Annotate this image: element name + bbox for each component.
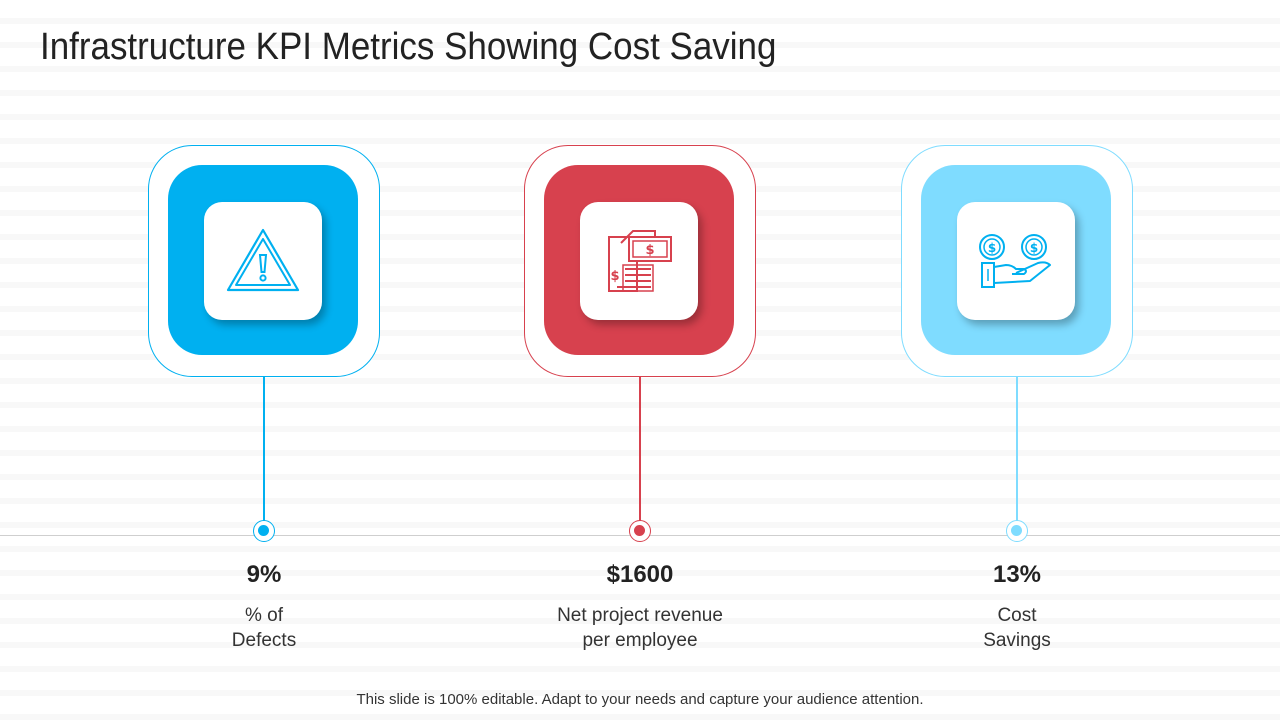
svg-text:$: $ [988,241,996,255]
svg-text:$: $ [645,243,654,258]
kpi-icon-tile: $ $ [580,202,698,320]
kpi-value: 13% [992,561,1042,588]
hand-coins-icon: $ $ [976,231,1056,291]
kpi-label: Net project revenue per employee [557,605,723,651]
connector-line [639,377,641,522]
kpi-card-revenue: $ $ $1600 Net project revenue per employ… [524,145,756,665]
footer-note: This slide is 100% editable. Adapt to yo… [356,691,924,708]
timeline-dot [1006,520,1028,542]
kpi-value: 9% [246,561,282,588]
kpi-card-cost-savings: $ $ 13% Cost Savings [901,145,1133,665]
kpi-label: % of Defects [231,605,297,651]
page-title: Infrastructure KPI Metrics Showing Cost … [40,26,777,68]
connector-line [263,377,265,522]
timeline-dot [629,520,651,542]
kpi-icon-tile: $ $ [957,202,1075,320]
invoice-icon: $ $ [603,225,675,297]
kpi-value: $1600 [606,561,674,588]
kpi-icon-tile [204,202,322,320]
timeline-dot [253,520,275,542]
connector-line [1016,377,1018,522]
svg-text:$: $ [1030,241,1038,255]
warning-icon [225,226,301,296]
svg-text:$: $ [610,269,619,284]
kpi-label: Cost Savings [983,605,1051,651]
kpi-card-defects: 9% % of Defects [148,145,380,665]
